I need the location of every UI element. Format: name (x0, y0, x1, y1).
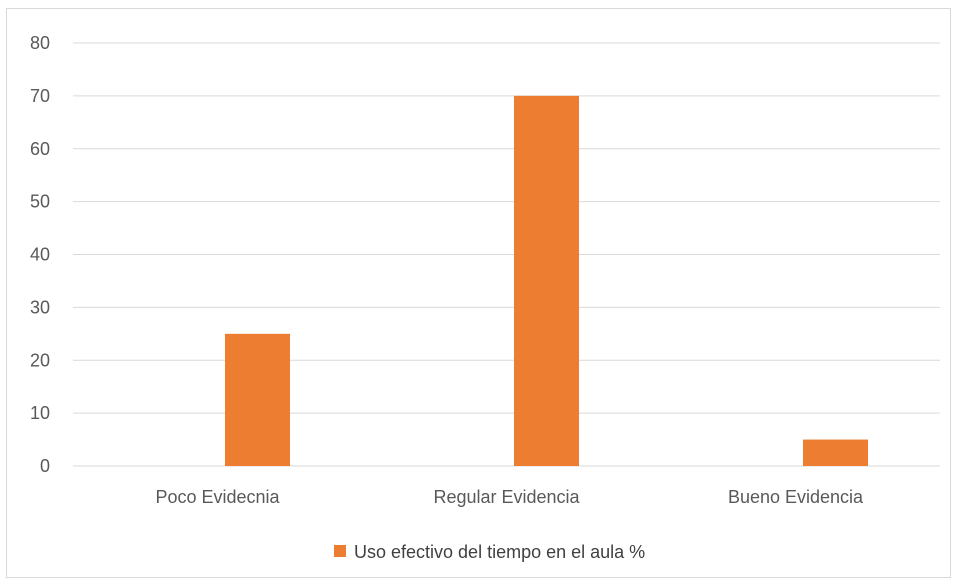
x-tick-label: Poco Evidecnia (155, 487, 280, 507)
chart-frame (6, 8, 951, 578)
y-tick-label: 60 (30, 139, 50, 159)
y-tick-label: 30 (30, 297, 50, 317)
legend-label: Uso efectivo del tiempo en el aula % (354, 542, 645, 562)
legend: Uso efectivo del tiempo en el aula % (334, 542, 645, 562)
bars (225, 95, 868, 466)
bar-1 (225, 333, 290, 466)
y-tick-label: 20 (30, 350, 50, 370)
y-tick-label: 40 (30, 245, 50, 265)
y-tick-label: 80 (30, 33, 50, 53)
bar-2 (514, 95, 579, 466)
y-axis-ticks: 0 10 20 30 40 50 60 70 80 (30, 33, 50, 476)
y-tick-label: 10 (30, 403, 50, 423)
y-tick-label: 0 (40, 456, 50, 476)
x-tick-label: Regular Evidencia (433, 487, 580, 507)
y-tick-label: 70 (30, 86, 50, 106)
bar-3 (803, 439, 868, 466)
legend-swatch (334, 545, 346, 557)
x-axis-ticks: Poco Evidecnia Regular Evidencia Bueno Evi… (155, 487, 864, 507)
gridlines (73, 42, 940, 467)
x-tick-label: Bueno Evidencia (728, 487, 864, 507)
y-tick-label: 50 (30, 192, 50, 212)
